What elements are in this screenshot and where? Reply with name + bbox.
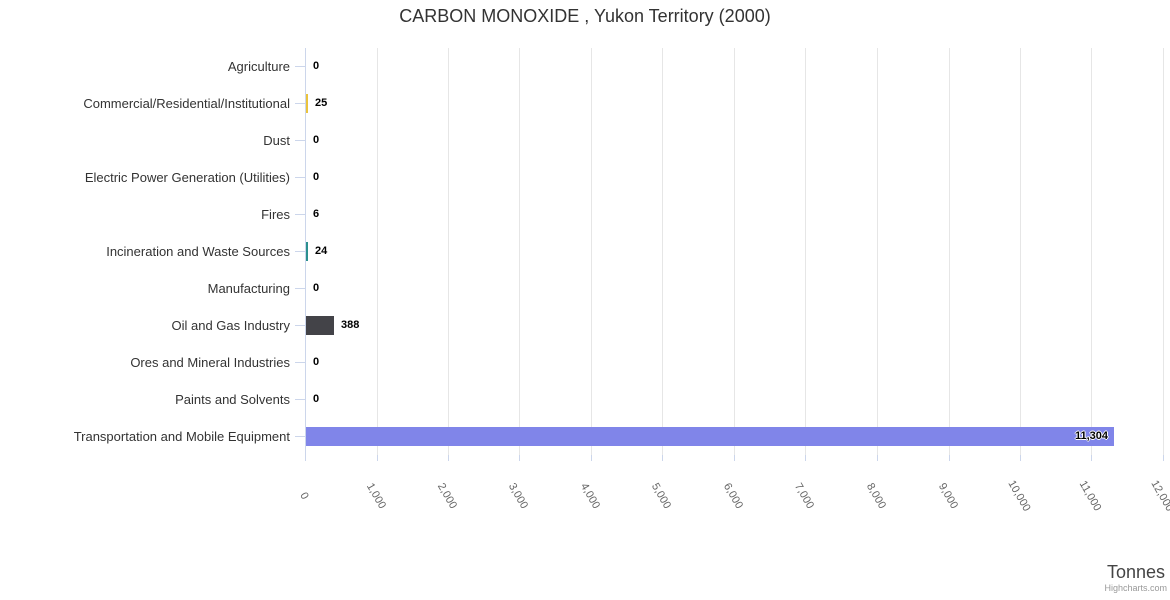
x-gridline bbox=[877, 48, 878, 455]
category-label-paints-and-solvents: Paints and Solvents bbox=[175, 392, 290, 407]
category-label-ores-and-mineral-industries: Ores and Mineral Industries bbox=[130, 355, 290, 370]
x-axis-tick-label: 7,000 bbox=[791, 481, 817, 511]
value-label-agriculture: 0 bbox=[313, 60, 320, 72]
category-tick bbox=[295, 103, 305, 104]
x-axis-tick-label: 8,000 bbox=[863, 481, 889, 511]
x-gridline bbox=[1163, 48, 1164, 455]
bar-transportation-and-mobile-equipment[interactable] bbox=[306, 427, 1114, 446]
category-label-oil-and-gas-industry: Oil and Gas Industry bbox=[171, 318, 291, 333]
value-label-manufacturing: 0 bbox=[313, 282, 320, 294]
x-axis-tick-label: 1,000 bbox=[363, 481, 389, 511]
category-tick bbox=[295, 214, 305, 215]
value-label-electric-power-generation-utilities: 0 bbox=[313, 171, 320, 183]
x-axis-tick-label: 4,000 bbox=[577, 481, 603, 511]
x-axis-tick bbox=[591, 455, 592, 461]
x-gridline bbox=[949, 48, 950, 455]
category-tick bbox=[295, 288, 305, 289]
value-label-commercial-residential-institutional: 25 bbox=[315, 97, 328, 109]
x-axis-tick-label: 3,000 bbox=[505, 481, 531, 511]
x-axis-tick bbox=[519, 455, 520, 461]
category-tick bbox=[295, 177, 305, 178]
category-tick bbox=[295, 362, 305, 363]
bar-commercial-residential-institutional[interactable] bbox=[306, 94, 308, 113]
bar-oil-and-gas-industry[interactable] bbox=[306, 316, 334, 335]
y-axis-line bbox=[305, 48, 306, 455]
x-axis-tick-label: 0 bbox=[297, 490, 311, 502]
category-label-agriculture: Agriculture bbox=[227, 59, 290, 74]
x-axis-tick-label: 11,000 bbox=[1076, 478, 1104, 514]
category-tick bbox=[295, 140, 305, 141]
category-tick bbox=[295, 325, 305, 326]
category-tick bbox=[295, 251, 305, 252]
category-label-transportation-and-mobile-equipment: Transportation and Mobile Equipment bbox=[73, 429, 290, 444]
x-gridline bbox=[1091, 48, 1092, 455]
category-tick bbox=[295, 66, 305, 67]
x-axis-tick bbox=[1020, 455, 1021, 461]
value-label-transportation-and-mobile-equipment: 11,304 bbox=[1074, 430, 1108, 442]
x-axis-title: Tonnes bbox=[1106, 562, 1165, 582]
category-label-fires: Fires bbox=[261, 207, 290, 222]
x-gridline bbox=[519, 48, 520, 455]
highcharts-credits-link[interactable]: Highcharts.com bbox=[1104, 583, 1167, 593]
x-gridline bbox=[1020, 48, 1021, 455]
value-label-fires: 6 bbox=[313, 208, 320, 220]
x-axis-tick bbox=[377, 455, 378, 461]
x-axis-tick bbox=[305, 455, 306, 461]
x-gridline bbox=[448, 48, 449, 455]
x-axis-tick bbox=[662, 455, 663, 461]
value-label-ores-and-mineral-industries: 0 bbox=[313, 356, 320, 368]
x-gridline bbox=[734, 48, 735, 455]
value-label-oil-and-gas-industry: 388 bbox=[341, 319, 360, 331]
x-gridline bbox=[377, 48, 378, 455]
category-label-commercial-residential-institutional: Commercial/Residential/Institutional bbox=[83, 96, 290, 111]
x-axis-tick-label: 2,000 bbox=[434, 481, 460, 511]
x-axis-tick bbox=[1091, 455, 1092, 461]
category-label-manufacturing: Manufacturing bbox=[207, 281, 290, 296]
bar-incineration-and-waste-sources[interactable] bbox=[306, 242, 308, 261]
value-label-dust: 0 bbox=[313, 134, 320, 146]
x-axis-tick bbox=[448, 455, 449, 461]
x-axis-tick-label: 9,000 bbox=[935, 481, 961, 511]
x-axis-tick-label: 10,000 bbox=[1005, 478, 1033, 514]
x-gridline bbox=[662, 48, 663, 455]
x-axis-tick bbox=[877, 455, 878, 461]
value-label-incineration-and-waste-sources: 24 bbox=[315, 245, 328, 257]
x-gridline bbox=[591, 48, 592, 455]
x-axis-tick-label: 5,000 bbox=[648, 481, 674, 511]
category-tick bbox=[295, 399, 305, 400]
value-label-paints-and-solvents: 0 bbox=[313, 393, 320, 405]
category-tick bbox=[295, 436, 305, 437]
chart-title: CARBON MONOXIDE , Yukon Territory (2000) bbox=[399, 6, 771, 26]
x-gridline bbox=[805, 48, 806, 455]
category-label-incineration-and-waste-sources: Incineration and Waste Sources bbox=[106, 244, 290, 259]
x-axis-tick bbox=[949, 455, 950, 461]
x-axis-tick bbox=[805, 455, 806, 461]
x-axis-tick-label: 6,000 bbox=[720, 481, 746, 511]
category-label-electric-power-generation-utilities: Electric Power Generation (Utilities) bbox=[84, 170, 290, 185]
category-label-dust: Dust bbox=[263, 133, 290, 148]
x-axis-tick bbox=[734, 455, 735, 461]
x-axis-tick-label: 12,000 bbox=[1148, 478, 1170, 514]
x-axis-tick bbox=[1163, 455, 1164, 461]
